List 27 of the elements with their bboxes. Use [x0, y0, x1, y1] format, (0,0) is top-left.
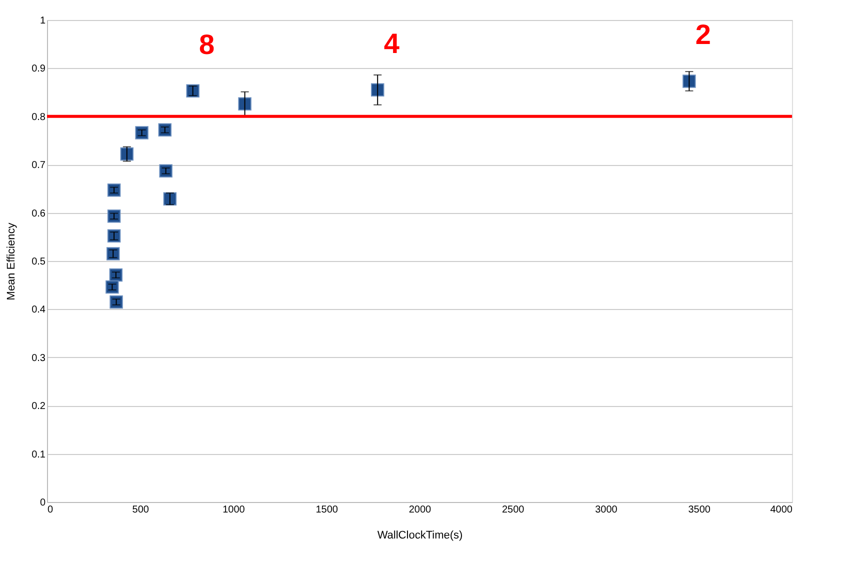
y-tick-label: 0 — [40, 498, 46, 508]
annotation: 4 — [384, 28, 400, 59]
y-tick-label: 0.8 — [32, 112, 46, 123]
x-tick-label: 2000 — [408, 504, 432, 516]
y-tick-label: 0.5 — [32, 256, 46, 268]
point — [238, 97, 252, 110]
y-tick-label: 0.4 — [32, 304, 46, 316]
x-tick-label: 500 — [132, 504, 150, 516]
x-tick-label: 4000 — [770, 504, 793, 516]
y-tick-label: 0.6 — [32, 208, 46, 220]
point — [682, 74, 696, 88]
annotation: 2 — [695, 19, 711, 50]
y-tick-label: 0.2 — [32, 401, 46, 412]
x-tick-label: 3000 — [595, 504, 618, 516]
y-tick-label: 0.1 — [32, 449, 46, 460]
y-axis-title: Mean Efficiency — [6, 222, 18, 300]
annotation: 8 — [199, 28, 215, 60]
x-tick-label: 3500 — [688, 504, 711, 516]
x-tick-label: 0 — [48, 504, 54, 516]
y-tick-label: 0.3 — [32, 352, 46, 364]
x-tick-label: 2500 — [502, 504, 525, 516]
x-axis-title: WallClockTime(s) — [377, 530, 463, 542]
y-tick-label: 1 — [40, 16, 46, 26]
y-tick-label: 0.7 — [32, 160, 46, 172]
y-tick-label: 0.9 — [32, 64, 46, 75]
x-tick-label: 1500 — [316, 504, 338, 516]
x-tick-label: 1000 — [222, 504, 246, 516]
